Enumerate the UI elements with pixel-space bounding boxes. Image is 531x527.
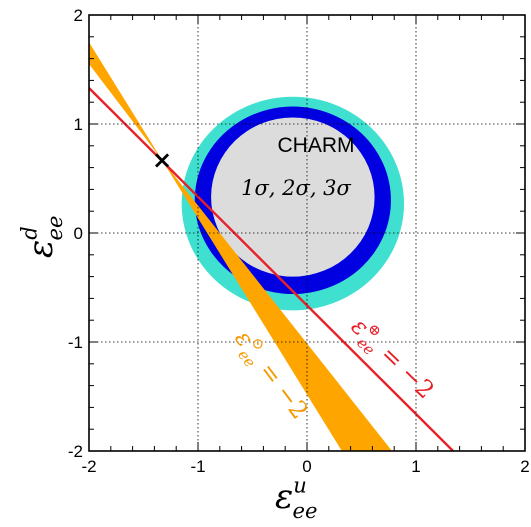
charm-label: CHARM	[278, 134, 355, 157]
earth-line-label: ε⊕ee = −2	[342, 310, 442, 408]
y-tick-label: 0	[74, 224, 83, 243]
y-tick-label: 2	[74, 6, 83, 25]
x-tick-label: -1	[190, 457, 205, 476]
y-tick-label: -1	[68, 333, 83, 352]
x-tick-label: 0	[302, 457, 311, 476]
y-tick-label: 1	[74, 115, 83, 134]
intersection-marker: ×	[152, 146, 172, 174]
x-tick-label: -2	[81, 457, 96, 476]
earth-line	[89, 87, 454, 451]
y-axis-label: εdee	[17, 216, 67, 258]
x-axis-label: εu ee	[275, 473, 318, 524]
x-tick-label: 1	[411, 457, 420, 476]
x-tick-label: 2	[520, 457, 529, 476]
y-tick-label: -2	[68, 442, 83, 461]
ellipse-1σ	[211, 117, 375, 277]
sigma-label: 1σ, 2σ, 3σ	[241, 176, 351, 200]
